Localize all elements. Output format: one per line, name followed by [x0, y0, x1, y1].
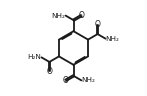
Text: NH₂: NH₂ — [106, 36, 119, 42]
Text: O: O — [63, 76, 69, 85]
Text: O: O — [46, 67, 52, 76]
Text: H₂N: H₂N — [28, 54, 41, 60]
Text: O: O — [78, 11, 84, 20]
Text: O: O — [95, 20, 101, 29]
Text: NH₂: NH₂ — [52, 13, 66, 19]
Text: NH₂: NH₂ — [81, 77, 95, 83]
